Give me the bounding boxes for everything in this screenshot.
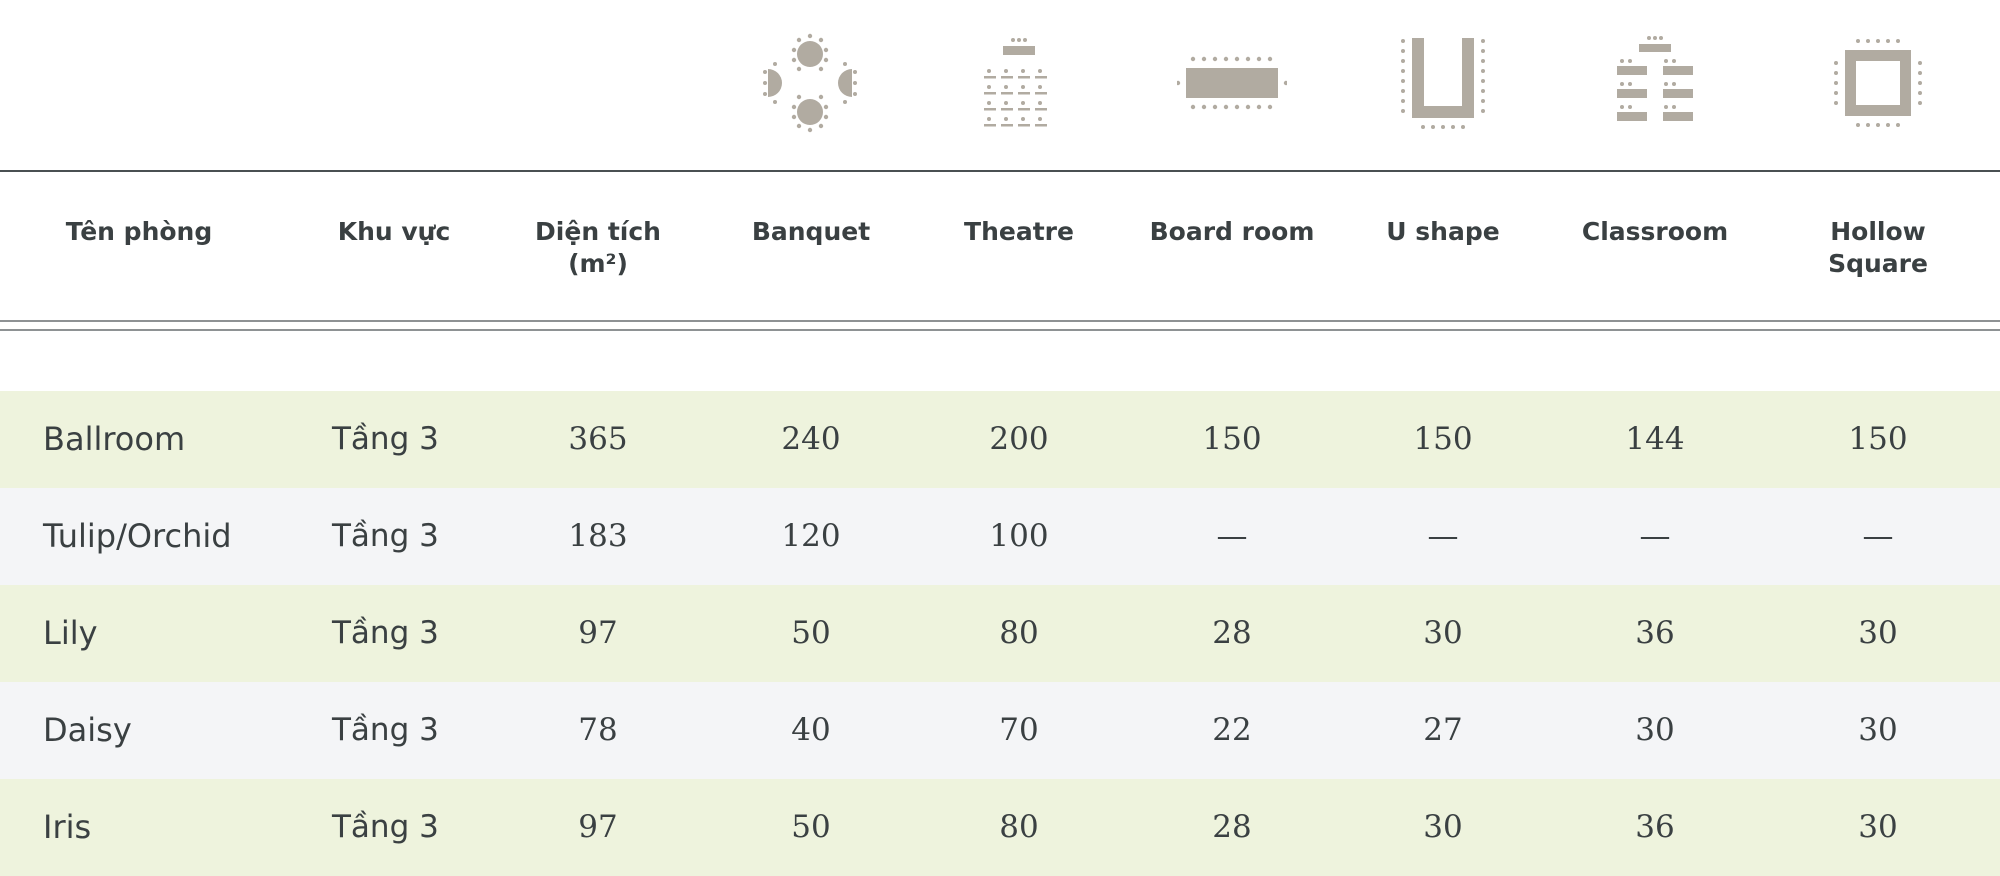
cell-banquet: 240: [781, 421, 841, 457]
theatre-layout-icon: [964, 28, 1074, 138]
cell-area: Tầng 3: [332, 809, 439, 845]
cell-area: Tầng 3: [332, 518, 439, 554]
banquet-layout-icon: [755, 28, 865, 138]
cell-hollow-square: 30: [1858, 809, 1898, 845]
cell-banquet: 50: [791, 615, 831, 651]
cell-size: 97: [578, 809, 618, 845]
cell-classroom: 144: [1625, 421, 1685, 457]
classroom-layout-icon: [1600, 28, 1710, 138]
cell-u-shape: 30: [1423, 615, 1463, 651]
cell-board-room: —: [1216, 518, 1248, 554]
cell-classroom: 36: [1635, 809, 1675, 845]
cell-u-shape: 150: [1413, 421, 1473, 457]
header-theatre: Theatre: [964, 217, 1074, 246]
hollow-square-layout-icon: [1823, 28, 1933, 138]
cell-u-shape: —: [1427, 518, 1459, 554]
header-size: Diện tích (m²): [535, 217, 661, 278]
cell-banquet: 40: [791, 712, 831, 748]
layout-icon-row: [0, 0, 2000, 170]
cell-hollow-square: 30: [1858, 712, 1898, 748]
header-hollow-square: Hollow Square: [1828, 217, 1928, 278]
cell-area: Tầng 3: [332, 421, 439, 457]
cell-theatre: 70: [999, 712, 1039, 748]
board-room-layout-icon: [1177, 28, 1287, 138]
cell-size: 97: [578, 615, 618, 651]
u-shape-layout-icon: [1388, 28, 1498, 138]
table-row: Tulip/Orchid Tầng 3 183 120 100 — — — —: [0, 488, 2000, 585]
cell-classroom: —: [1639, 518, 1671, 554]
cell-u-shape: 27: [1423, 712, 1463, 748]
header-bottom-rule: [0, 320, 2000, 322]
cell-u-shape: 30: [1423, 809, 1463, 845]
header-top-rule: [0, 170, 2000, 172]
cell-hollow-square: —: [1862, 518, 1894, 554]
cell-room-name: Ballroom: [43, 420, 186, 458]
header-classroom: Classroom: [1581, 217, 1729, 246]
cell-theatre: 80: [999, 809, 1039, 845]
header-banquet: Banquet: [751, 217, 871, 246]
cell-banquet: 50: [791, 809, 831, 845]
header-room-name: Tên phòng: [65, 217, 213, 246]
cell-classroom: 36: [1635, 615, 1675, 651]
cell-classroom: 30: [1635, 712, 1675, 748]
header-area: Khu vực: [337, 217, 451, 246]
cell-theatre: 80: [999, 615, 1039, 651]
table-header-row: Tên phòng Khu vực Diện tích (m²) Banquet…: [0, 172, 2000, 320]
cell-room-name: Iris: [43, 808, 92, 846]
cell-room-name: Daisy: [43, 711, 132, 749]
cell-theatre: 200: [989, 421, 1049, 457]
header-bottom-rule-2: [0, 329, 2000, 331]
cell-area: Tầng 3: [332, 615, 439, 651]
table-body: Ballroom Tầng 3 365 240 200 150 150 144 …: [0, 391, 2000, 876]
cell-board-room: 28: [1212, 809, 1252, 845]
cell-theatre: 100: [989, 518, 1049, 554]
cell-board-room: 150: [1202, 421, 1262, 457]
table-row: Iris Tầng 3 97 50 80 28 30 36 30: [0, 779, 2000, 876]
cell-room-name: Lily: [43, 614, 98, 652]
cell-size: 365: [568, 421, 628, 457]
cell-hollow-square: 30: [1858, 615, 1898, 651]
cell-hollow-square: 150: [1848, 421, 1908, 457]
header-u-shape: U shape: [1386, 217, 1500, 246]
cell-size: 183: [568, 518, 628, 554]
cell-size: 78: [578, 712, 618, 748]
cell-area: Tầng 3: [332, 712, 439, 748]
table-row: Daisy Tầng 3 78 40 70 22 27 30 30: [0, 682, 2000, 779]
header-board-room: Board room: [1149, 217, 1315, 246]
table-row: Ballroom Tầng 3 365 240 200 150 150 144 …: [0, 391, 2000, 488]
cell-board-room: 22: [1212, 712, 1252, 748]
cell-banquet: 120: [781, 518, 841, 554]
cell-room-name: Tulip/Orchid: [43, 517, 232, 555]
table-row: Lily Tầng 3 97 50 80 28 30 36 30: [0, 585, 2000, 682]
cell-board-room: 28: [1212, 615, 1252, 651]
